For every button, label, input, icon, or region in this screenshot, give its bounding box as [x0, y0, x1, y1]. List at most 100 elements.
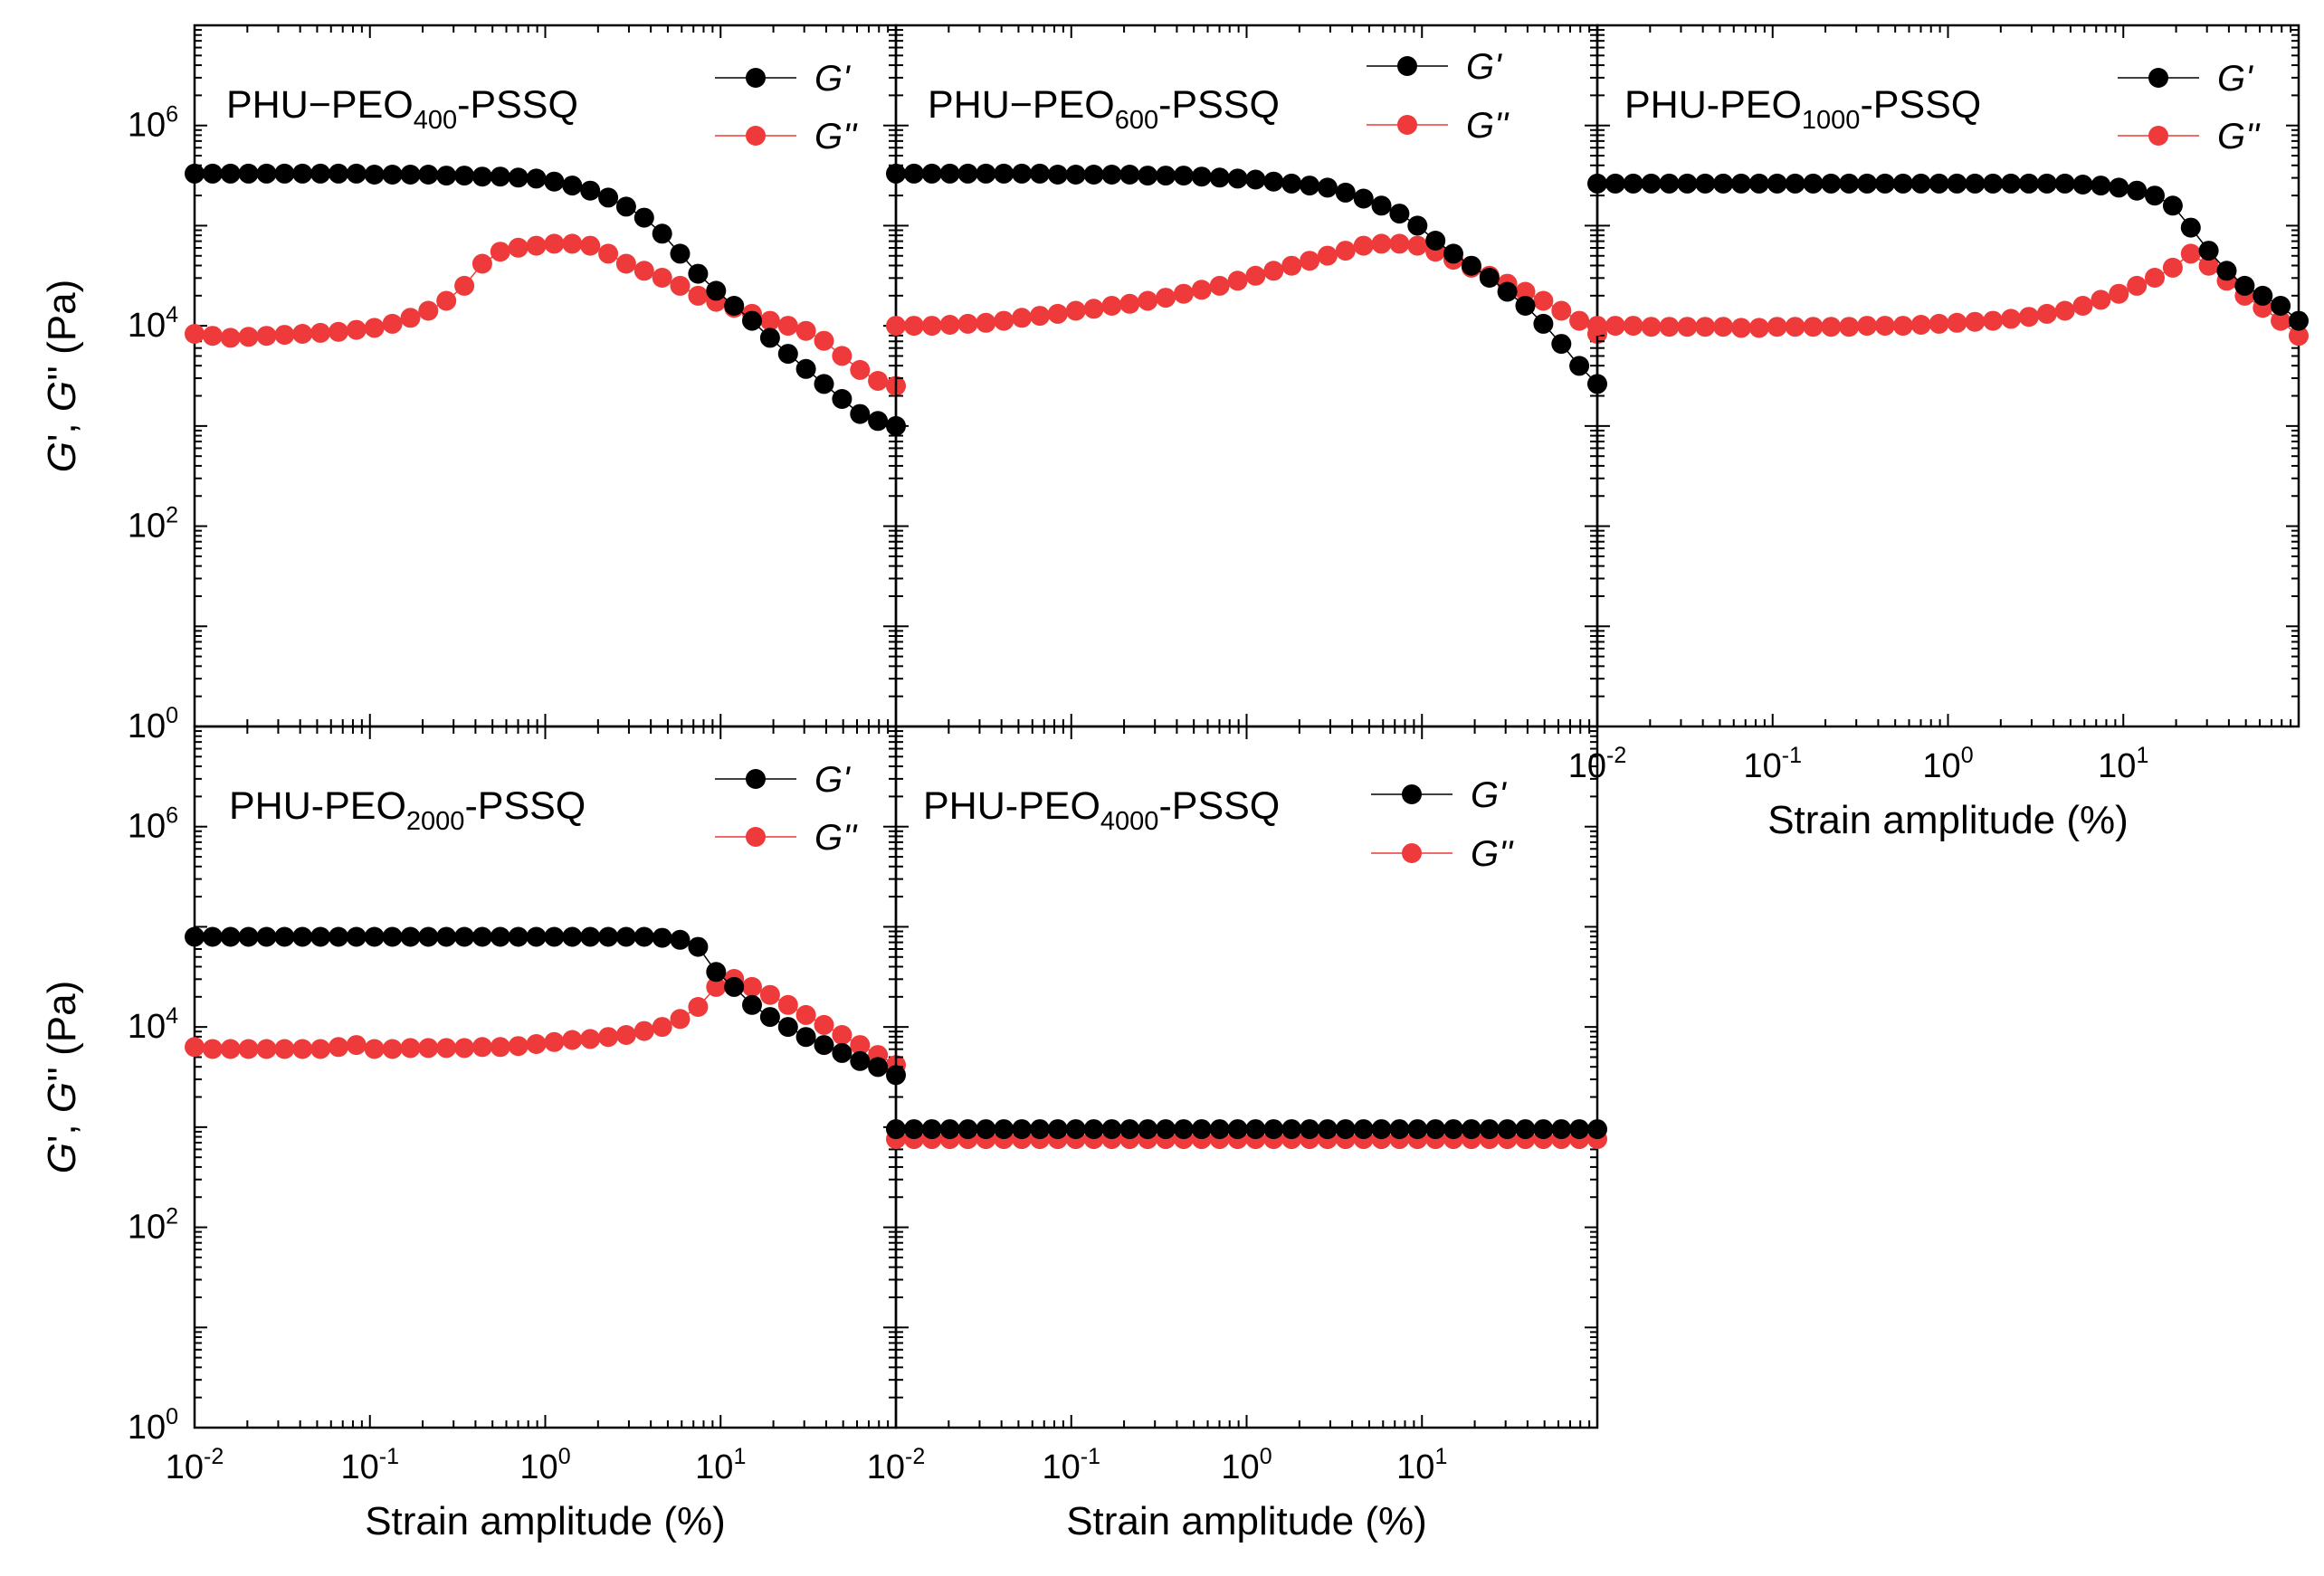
title-subscript: 2000	[406, 807, 465, 836]
y-tick-label: 104	[128, 1003, 178, 1046]
gdoubleprime-point	[1587, 316, 1607, 337]
panel-title: PHU−PEO400-PSSQ	[226, 83, 578, 135]
gprime-point	[670, 929, 691, 950]
gprime-point	[1101, 165, 1122, 185]
gprime-point	[1892, 173, 1913, 194]
gprime-point	[2162, 195, 2183, 216]
gdoubleprime-point	[1929, 313, 1949, 334]
gdoubleprime-point	[850, 359, 871, 380]
gdoubleprime-point	[868, 371, 889, 391]
gdoubleprime-point	[220, 328, 241, 348]
gdoubleprime-point	[490, 242, 510, 262]
gdoubleprime-point	[310, 322, 331, 343]
gdoubleprime-point	[957, 313, 978, 334]
gdoubleprime-point	[1767, 317, 1787, 337]
x-axis-label: Strain amplitude (%)	[1066, 1499, 1427, 1543]
gprime-point	[777, 344, 798, 365]
y-tick-label: 100	[128, 703, 178, 745]
gprime-point	[615, 196, 636, 217]
gdoubleprime-point	[418, 1038, 439, 1059]
gdoubleprime-point	[1803, 317, 1824, 337]
gdoubleprime-point	[1677, 317, 1698, 337]
legend-gdoubleprime-label: G''	[1471, 834, 1514, 874]
gprime-point	[1443, 1119, 1463, 1140]
tick-base: 10	[2098, 747, 2136, 785]
gdoubleprime-point	[2271, 310, 2291, 331]
panel-title: PHU−PEO600-PSSQ	[928, 83, 1280, 135]
y-tick-label: 100	[128, 1404, 178, 1447]
gdoubleprime-point	[795, 320, 816, 341]
gdoubleprime-point	[832, 346, 852, 366]
gdoubleprime-point	[256, 326, 277, 347]
gprime-point	[1533, 1119, 1554, 1140]
gdoubleprime-point	[1101, 296, 1122, 316]
gprime-point	[2180, 217, 2201, 238]
gprime-point	[471, 926, 492, 947]
gdoubleprime-point	[508, 237, 529, 258]
gdoubleprime-point	[742, 976, 762, 997]
gdoubleprime-point	[633, 261, 654, 281]
gdoubleprime-point	[1012, 308, 1033, 328]
legend-gprime-label: G'	[814, 760, 851, 800]
gdoubleprime-point	[1713, 317, 1734, 337]
gdoubleprime-point	[471, 1037, 492, 1058]
gdoubleprime-point	[1910, 315, 1931, 335]
legend: G' G''	[1371, 775, 1514, 874]
gdoubleprime-point	[1623, 316, 1643, 337]
gdoubleprime-point	[832, 1025, 852, 1045]
y-label-gdouble: G	[40, 1082, 84, 1113]
gdoubleprime-point	[633, 1021, 654, 1041]
gprime-point	[202, 163, 223, 184]
gdoubleprime-point	[615, 1025, 636, 1045]
gdoubleprime-point	[759, 310, 780, 331]
gdoubleprime-point	[886, 316, 906, 337]
gdoubleprime-point	[1030, 306, 1050, 327]
gprime-point	[1515, 1119, 1536, 1140]
gdoubleprime-point	[202, 1039, 223, 1059]
gdoubleprime-point	[562, 233, 583, 254]
gdoubleprime-point	[382, 313, 403, 334]
x-tick-label: 10-2	[166, 1444, 224, 1486]
gprime-point	[1623, 173, 1643, 194]
gdoubleprime-point	[1156, 288, 1176, 309]
gprime-line	[195, 173, 897, 427]
gdoubleprime-point	[580, 1029, 601, 1049]
gprime-point	[346, 163, 367, 184]
gprime-point	[544, 171, 565, 192]
gprime-point	[1156, 1119, 1176, 1140]
x-tick-label: 10-1	[340, 1444, 399, 1486]
gprime-point	[1245, 1119, 1266, 1140]
gprime-point	[1335, 182, 1356, 203]
plot-frame	[193, 725, 898, 1429]
gprime-point	[418, 926, 439, 947]
gdoubleprime-point	[364, 318, 385, 338]
gprime-point	[490, 926, 510, 947]
gprime-point	[580, 180, 601, 201]
gdoubleprime-point	[526, 1034, 547, 1054]
gdoubleprime-point	[310, 1039, 331, 1059]
y-label-gdouble: G	[40, 381, 84, 412]
gprime-point	[1947, 173, 1967, 194]
gprime-point	[382, 165, 403, 185]
gprime-point	[903, 163, 924, 184]
tick-exponent: 2	[166, 503, 178, 528]
gdoubleprime-point	[939, 315, 960, 335]
gprime-point	[2109, 177, 2129, 198]
gprime-point	[1012, 163, 1033, 184]
title-suffix: -PSSQ	[464, 784, 586, 828]
gdoubleprime-point	[1353, 235, 1374, 256]
gprime-point	[310, 926, 331, 947]
x-tick-label: 101	[695, 1444, 746, 1486]
gprime-point	[724, 976, 745, 997]
gdoubleprime-point	[2091, 290, 2111, 310]
gdoubleprime-point	[508, 1036, 529, 1057]
gprime-point	[670, 243, 691, 264]
gprime-point	[544, 926, 565, 947]
plot-frame	[193, 24, 898, 728]
gdoubleprime-point	[400, 1038, 421, 1059]
gprime-point	[1030, 163, 1050, 184]
gdoubleprime-point	[274, 325, 295, 346]
gdoubleprime-point	[454, 275, 475, 296]
